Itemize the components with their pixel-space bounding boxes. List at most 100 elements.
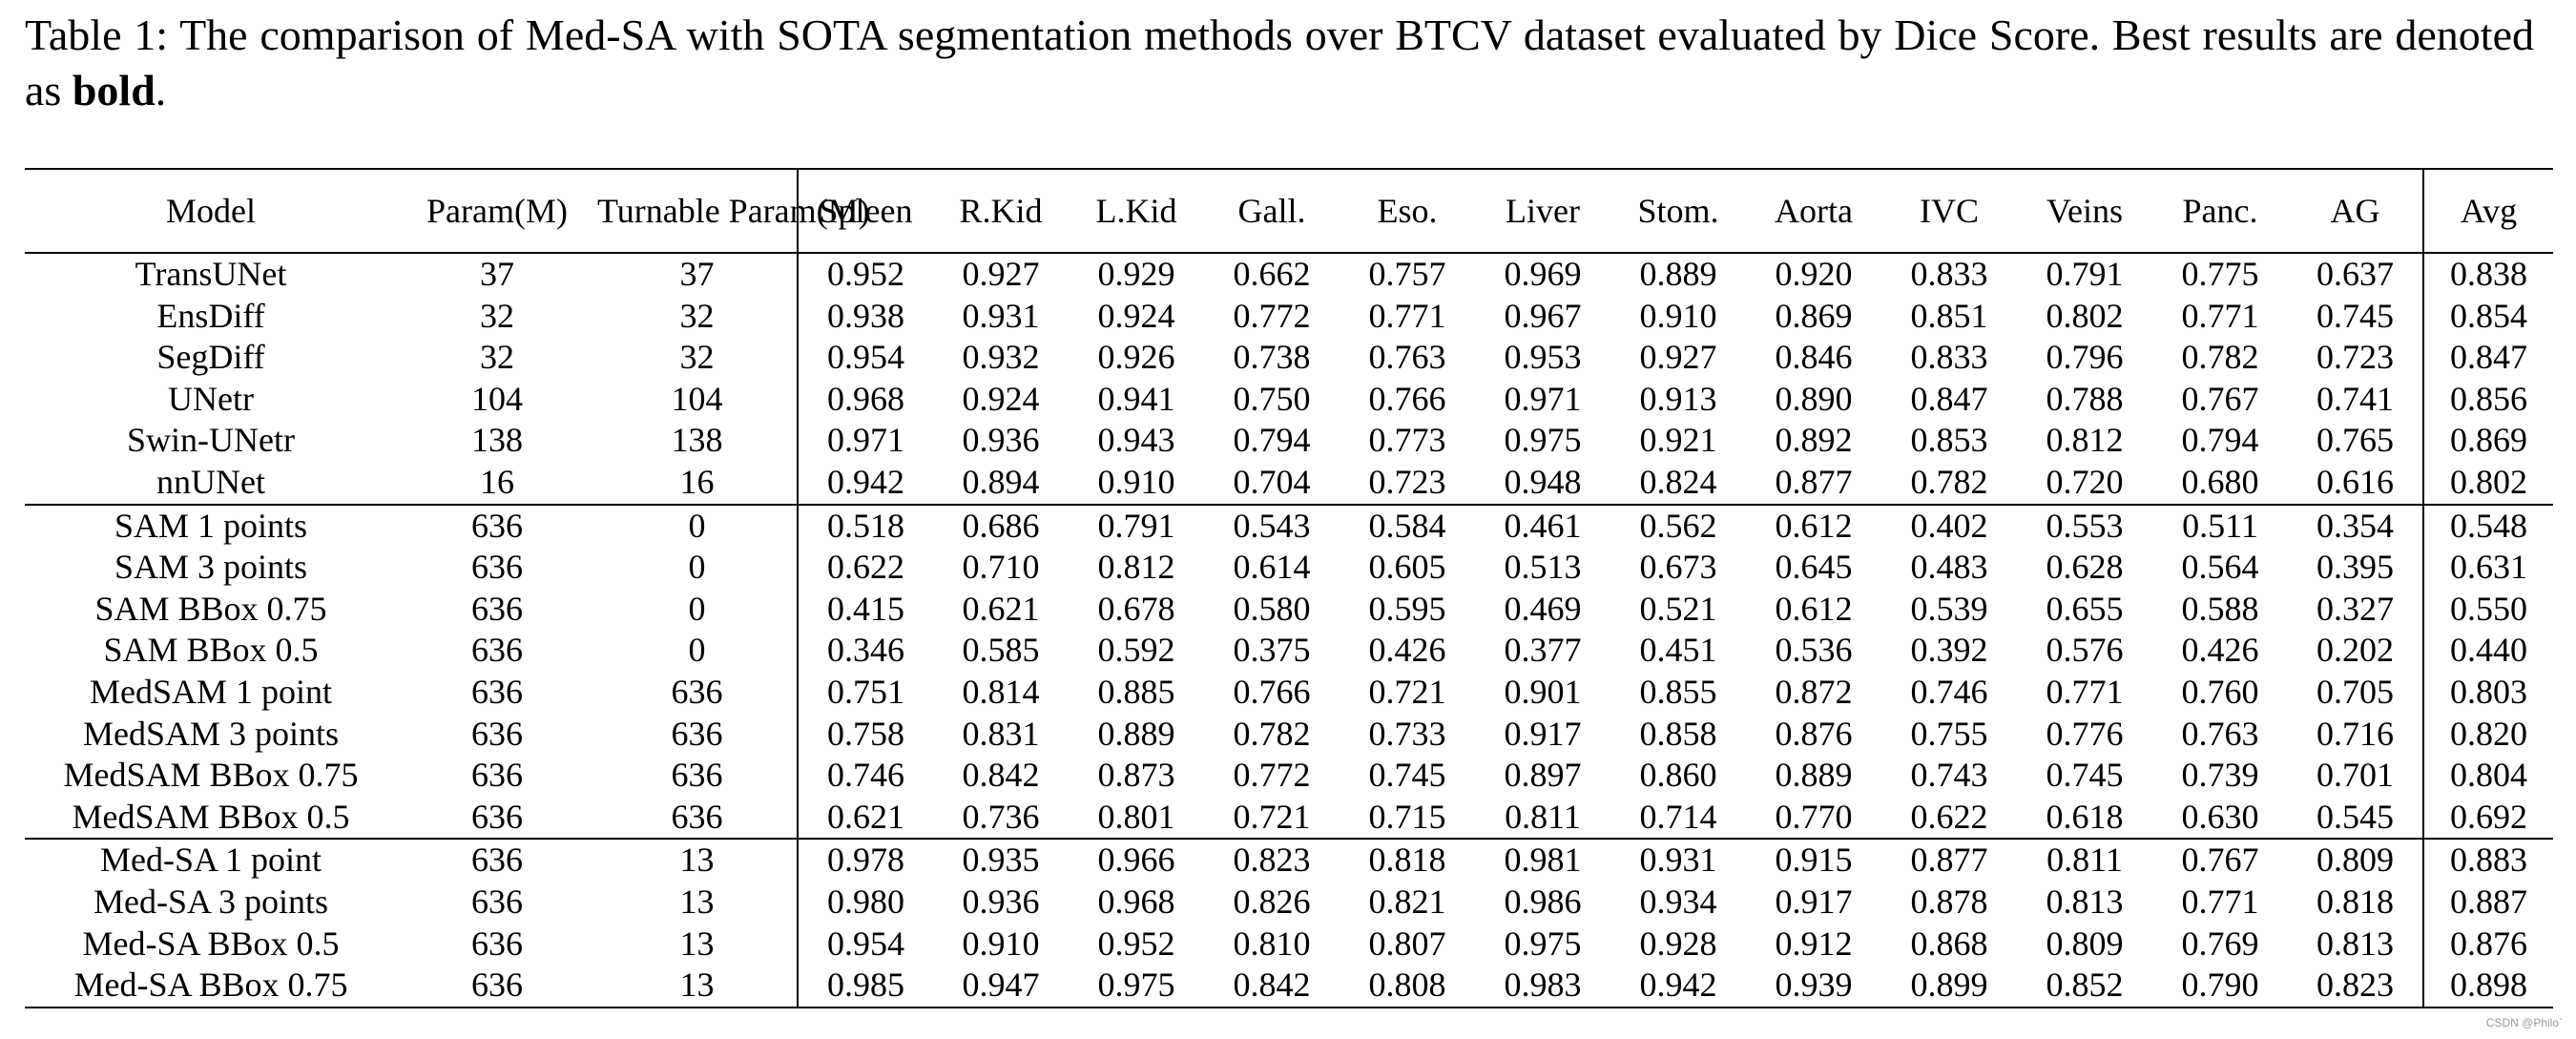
value-cell: 0.705 [2316,672,2394,711]
value-cell: 0.910 [1097,462,1175,501]
value-cell: 0.518 [797,503,933,548]
value-cell: 0.858 [1639,714,1717,753]
value-cell: 0.814 [962,672,1040,711]
value-cell: 0.813 [2046,882,2124,921]
value-cell: 0 [688,631,706,670]
value-cell: 0.461 [1475,503,1610,548]
value-cell: 0.776 [2046,714,2124,753]
value-cell: 0.938 [797,295,933,338]
value-cell: 0.826 [1233,882,1311,921]
value-cell: 0.771 [2046,672,2124,711]
value-cell: 0.809 [2288,838,2423,882]
value-cell: 0.846 [1775,338,1853,377]
value-cell: 0.616 [2316,462,2394,501]
value-cell: 0.854 [2422,295,2553,338]
value-cell: 0.605 [1368,548,1446,587]
value-cell: 0.766 [1368,379,1446,418]
value-cell: 0.952 [797,253,933,296]
value-cell: 0.451 [1639,631,1717,670]
value-cell: 0.954 [797,923,933,966]
value-cell: 0.910 [1639,296,1717,335]
value-cell: 0.760 [2181,672,2259,711]
value-cell: 636 [397,503,597,548]
value-cell: 138 [471,421,523,460]
value-cell: 0.782 [1910,462,1988,501]
value-cell: 0.969 [1504,255,1582,293]
value-cell: 0.772 [1233,756,1311,795]
value-cell: 0.763 [1368,338,1446,377]
model-name-cell: Med-SA 1 point [25,838,397,882]
value-cell: 0.912 [1775,924,1853,963]
value-cell: 0.889 [1639,255,1717,293]
value-cell: 0.721 [1368,672,1446,711]
value-cell: 0.877 [1775,462,1853,501]
value-cell: 0.723 [1368,462,1446,501]
value-cell: 0.855 [1639,672,1717,711]
model-name-cell: Med-SA 3 points [93,882,329,921]
value-cell: 0.813 [2316,924,2394,963]
value-cell: 0.941 [1097,379,1175,418]
value-cell: 0.953 [1504,338,1582,377]
value-cell: 0.807 [1368,924,1446,963]
value-cell: 0.968 [1097,882,1175,921]
value-cell: 636 [471,882,523,921]
value-cell: 0.548 [2422,503,2553,548]
value-cell: 0.791 [2046,255,2124,293]
value-cell: 0.771 [2181,882,2259,921]
value-cell: 0.889 [1097,714,1175,753]
value-cell: 0.655 [2046,589,2124,628]
value-cell: 0.939 [1746,965,1881,1008]
value-cell: 0.612 [1746,503,1881,548]
value-cell: 0.791 [1069,503,1204,548]
value-cell: 0 [688,589,706,628]
value-cell: 0.910 [962,924,1040,963]
model-name-cell: Swin-UNetr [127,421,295,460]
column-header: Veins [2017,168,2152,254]
value-cell: 0.876 [1775,714,1853,753]
column-header: Avg [2422,168,2553,254]
value-cell: 0.686 [933,503,1069,548]
value-cell: 0.794 [2181,421,2259,460]
value-cell: 0.966 [1069,838,1204,882]
value-cell: 0.812 [2046,421,2124,460]
table-body: TransUNet 37 37 0.952 0.927 0.929 0.662 0.757 0.… [25,253,2553,1008]
value-cell: 0.775 [2181,255,2259,293]
value-cell: 0.820 [2422,713,2553,756]
value-cell: 32 [679,338,715,377]
value-cell: 0.513 [1504,548,1582,587]
model-name-cell: EnsDiff [156,296,265,335]
value-cell: 0.564 [2181,548,2259,587]
value-cell: 0.913 [1639,379,1717,418]
value-cell: 0.440 [2422,630,2553,672]
table-header: Model Param(M) Turnable Param(M) Spleen R.Ki… [25,168,2553,254]
table-row: TransUNet 37 37 0.952 0.927 0.929 0.662 0.757 0.… [25,253,2553,296]
value-cell: 0.618 [2046,797,2124,836]
column-header: Liver [1475,168,1610,254]
column-header: Stom. [1610,168,1746,254]
value-cell: 0.580 [1233,589,1311,628]
value-cell: 32 [480,296,514,335]
value-cell: 0.927 [1639,338,1717,377]
caption-text: Table 1: The comparison of Med-SA with S… [25,10,2534,114]
value-cell: 0.833 [1910,255,1988,293]
value-cell: 0.704 [1233,462,1311,501]
value-cell: 0.395 [2316,548,2394,587]
model-name-cell: SAM BBox 0.75 [94,589,327,628]
value-cell: 0.971 [797,420,933,462]
value-cell: 636 [471,631,523,670]
value-cell: 0.750 [1233,379,1311,418]
value-cell: 0.770 [1775,797,1853,836]
value-cell: 0.769 [2181,924,2259,963]
value-cell: 0.645 [1775,548,1853,587]
value-cell: 104 [671,379,723,418]
model-name-cell: SAM 1 points [25,503,397,548]
value-cell: 0.931 [1610,838,1746,882]
value-cell: 0 [597,503,798,548]
value-cell: 0.876 [2422,923,2553,966]
value-cell: 636 [471,756,523,795]
value-cell: 0.536 [1775,631,1853,670]
value-cell: 0.377 [1504,631,1582,670]
value-cell: 0.818 [2316,882,2394,921]
value-cell: 0.692 [2422,796,2553,840]
value-cell: 0.804 [2422,755,2553,797]
